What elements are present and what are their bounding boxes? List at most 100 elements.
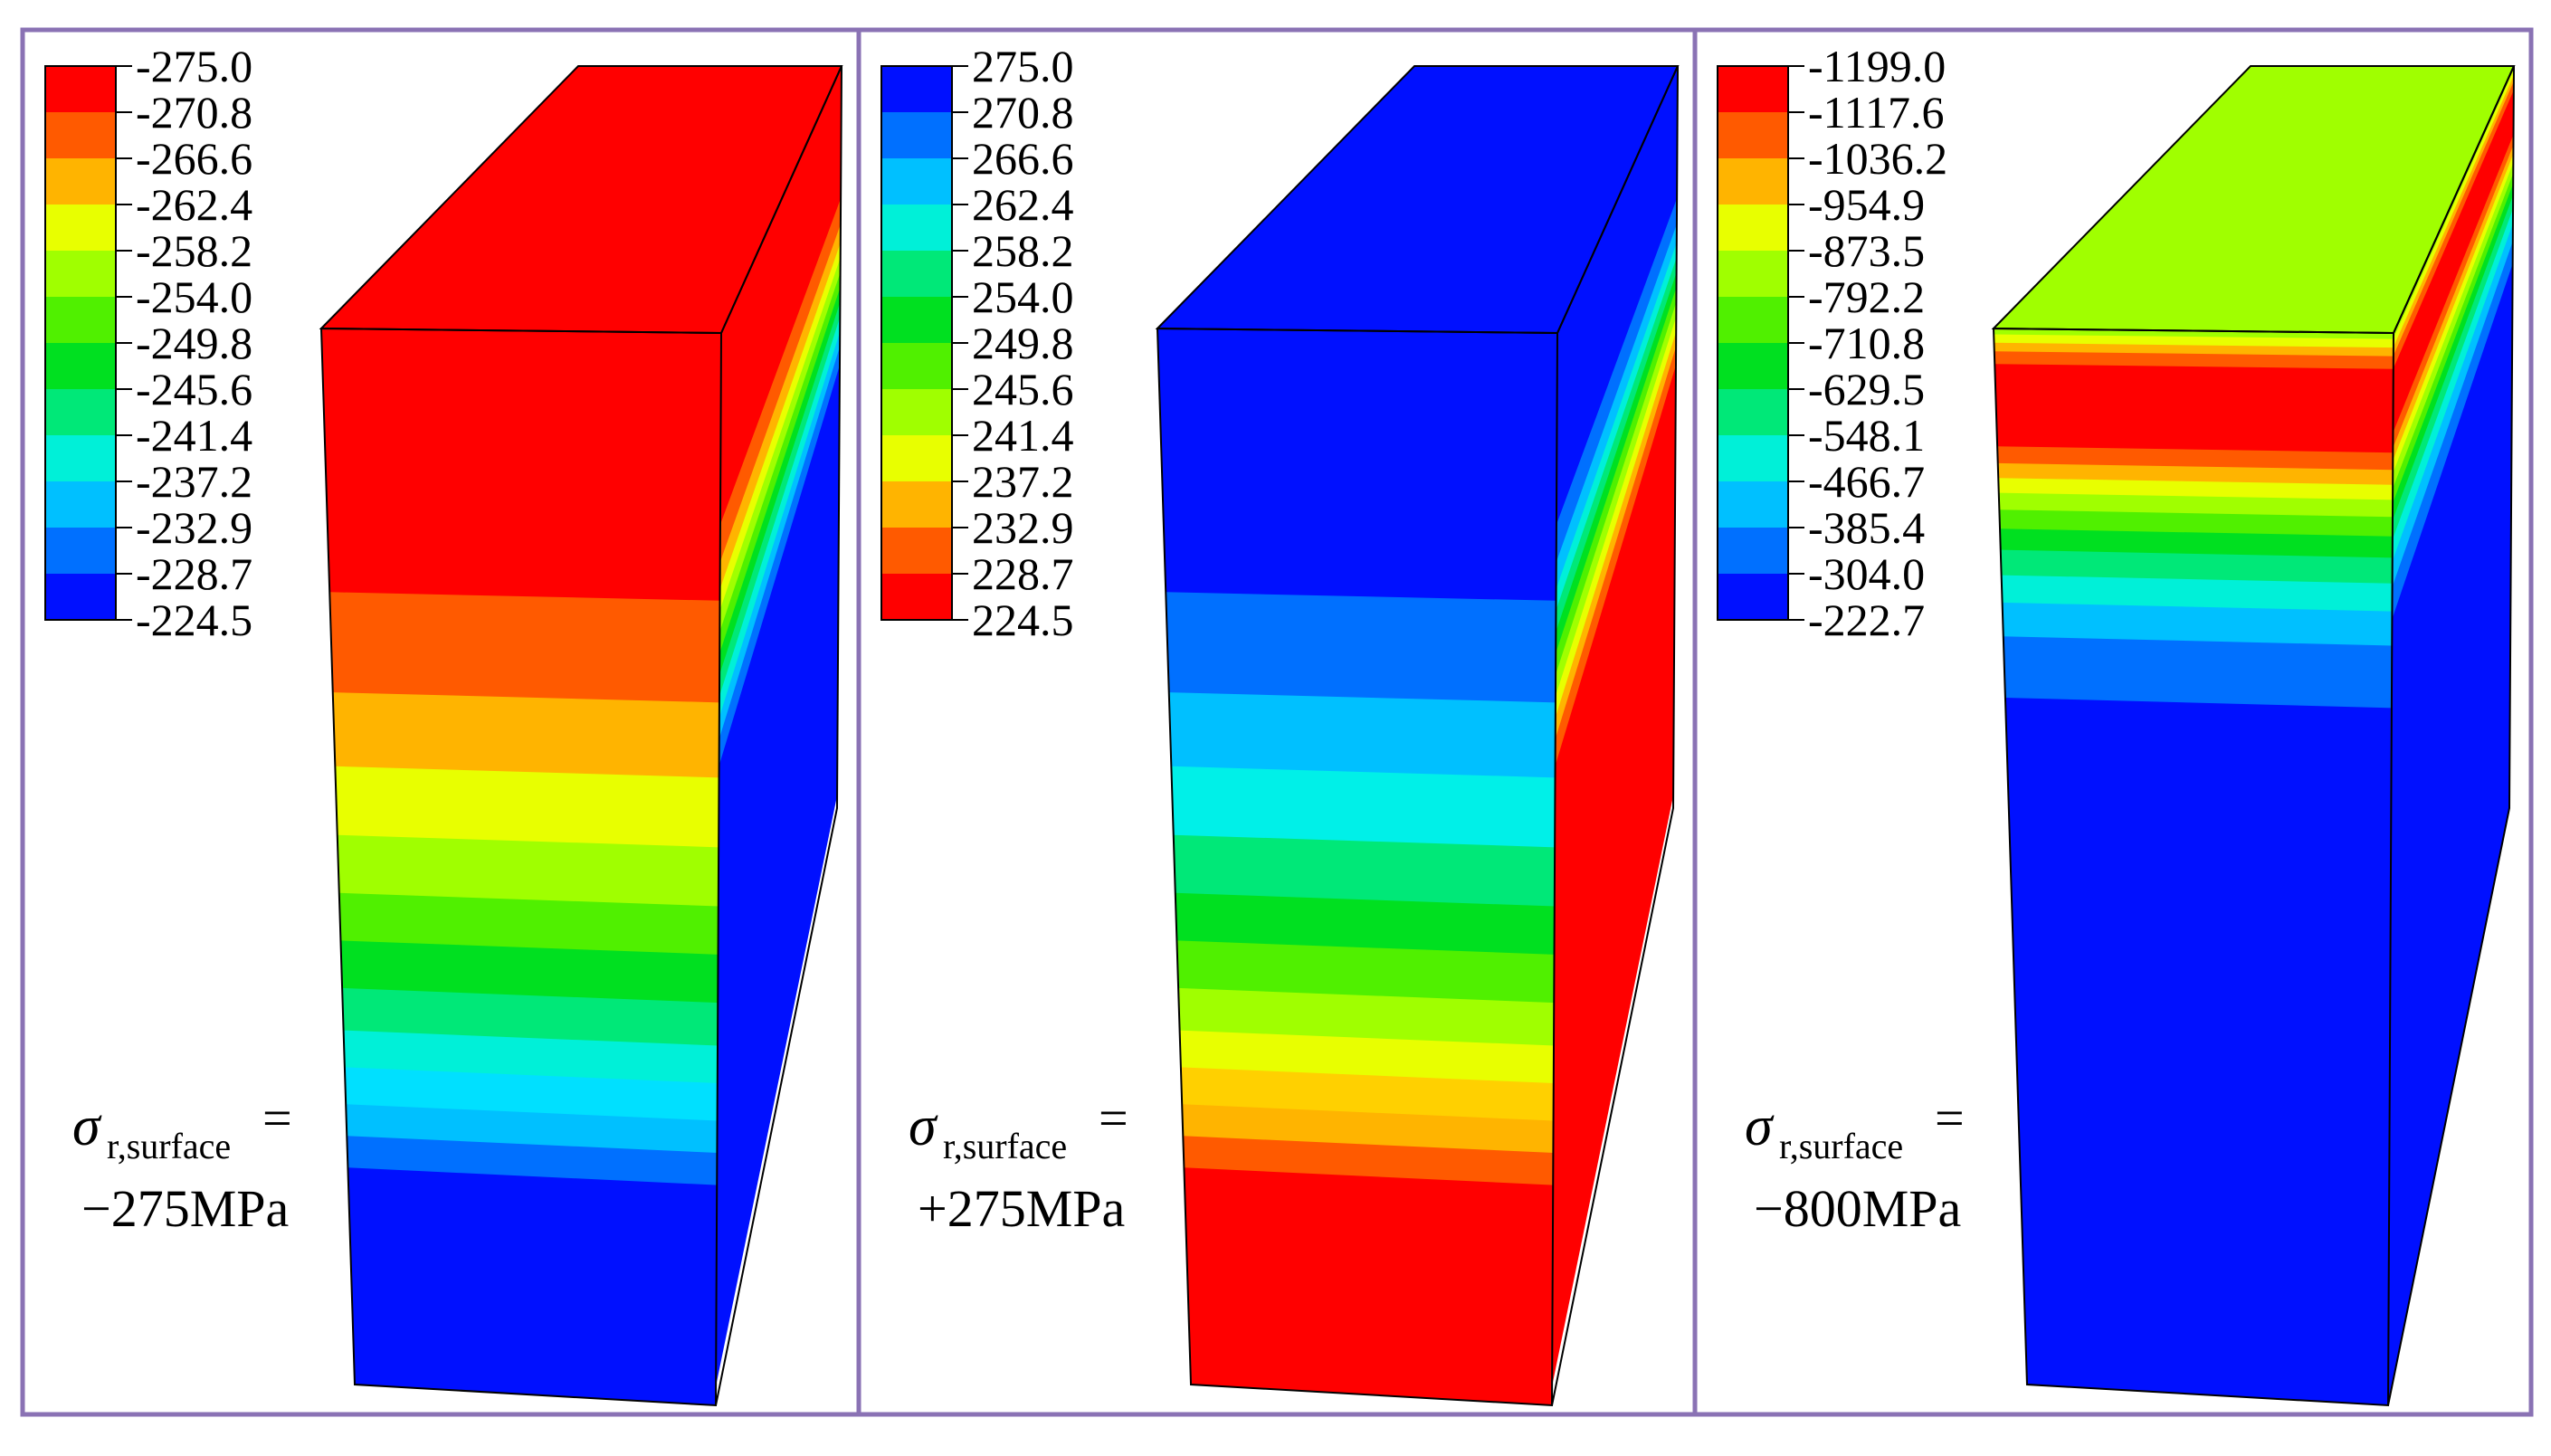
legend-swatch: [45, 112, 116, 158]
legend-swatch: [45, 528, 116, 574]
label-equals: =: [1099, 1089, 1128, 1147]
legend-swatch: [1718, 205, 1788, 251]
label-subscript: r,surface: [1779, 1126, 1903, 1166]
front-face-band: [334, 766, 720, 849]
legend-tick-label: -262.4: [136, 179, 252, 230]
sigma-symbol: σ: [1745, 1096, 1775, 1157]
legend-swatch: [881, 158, 952, 205]
legend-swatch: [45, 251, 116, 297]
legend-tick-label: -224.5: [136, 595, 252, 645]
legend-swatch: [45, 435, 116, 481]
label-value: −275MPa: [81, 1179, 289, 1238]
side-face-edge: [1551, 65, 1679, 1406]
legend-swatch: [1718, 297, 1788, 343]
panel-frame: [1692, 27, 2534, 1417]
legend-tick-label: -1036.2: [1808, 133, 1947, 184]
legend: -1199.0-1117.6-1036.2-954.9-873.5-792.2-…: [1717, 41, 1947, 645]
legend-tick-label: -266.6: [136, 133, 252, 184]
legend-swatch: [1718, 158, 1788, 205]
legend-swatch: [45, 343, 116, 389]
legend-swatch: [881, 251, 952, 297]
legend-tick-label: -228.7: [136, 548, 252, 599]
legend-tick-label: 266.6: [972, 133, 1074, 184]
legend-swatch: [881, 343, 952, 389]
legend-swatch: [881, 205, 952, 251]
legend-tick-label: -245.6: [136, 364, 252, 414]
legend-swatch: [881, 481, 952, 528]
front-face-band: [1994, 364, 2394, 454]
legend-swatch: [45, 66, 116, 112]
legend-swatch: [1718, 528, 1788, 574]
legend-swatch: [1718, 66, 1788, 112]
legend-tick-label: -270.8: [136, 87, 252, 138]
legend-swatch: [881, 389, 952, 435]
legend-swatch: [45, 481, 116, 528]
legend-tick-label: 241.4: [972, 410, 1074, 461]
panel-2: 275.0270.8266.6262.4258.2254.0249.8245.6…: [856, 27, 1698, 1417]
legend-tick-label: -304.0: [1808, 548, 1925, 599]
legend-swatch: [45, 389, 116, 435]
legend-tick-label: 232.9: [972, 502, 1074, 553]
legend-tick-label: -873.5: [1808, 225, 1925, 276]
legend-swatch: [45, 158, 116, 205]
front-face-band: [320, 328, 722, 602]
legend-tick-label: -385.4: [1808, 502, 1925, 553]
label-equals: =: [1935, 1089, 1965, 1147]
side-face-edge: [715, 65, 842, 1406]
legend-tick-label: 224.5: [972, 595, 1074, 645]
label-value: +275MPa: [918, 1179, 1125, 1238]
legend-tick-label: -1117.6: [1808, 87, 1944, 138]
front-face-band: [1157, 328, 1558, 602]
stress-block: [1991, 65, 2516, 1407]
legend-tick-label: 237.2: [972, 456, 1074, 507]
legend-swatch: [1718, 435, 1788, 481]
front-face-band: [1183, 1167, 1554, 1406]
legend-swatch: [881, 574, 952, 620]
front-face-band: [332, 692, 720, 779]
stress-block: [319, 65, 843, 1407]
front-face-band: [2004, 697, 2393, 1406]
legend-tick-label: 270.8: [972, 87, 1074, 138]
surface-stress-label: σ r,surface = −800MPa: [1745, 1089, 1965, 1238]
legend-tick-label: -249.8: [136, 318, 252, 368]
legend-tick-label: 249.8: [972, 318, 1074, 368]
front-face-band: [1170, 766, 1556, 849]
front-face-band: [1168, 692, 1556, 779]
legend-tick-label: -222.7: [1808, 595, 1925, 645]
legend-tick-label: -232.9: [136, 502, 252, 553]
legend-swatch: [881, 297, 952, 343]
legend-tick-label: -241.4: [136, 410, 252, 461]
stress-block: [1155, 65, 1680, 1407]
legend-swatch: [45, 574, 116, 620]
legend-swatch: [1718, 251, 1788, 297]
front-face-band: [347, 1167, 718, 1406]
legend-swatch: [45, 297, 116, 343]
legend-tick-label: 228.7: [972, 548, 1074, 599]
label-subscript: r,surface: [107, 1126, 231, 1166]
legend-swatch: [881, 528, 952, 574]
side-face-edge: [2387, 65, 2515, 1406]
legend-swatch: [881, 66, 952, 112]
panel-3: -1199.0-1117.6-1036.2-954.9-873.5-792.2-…: [1692, 27, 2534, 1417]
legend-tick-label: -254.0: [136, 271, 252, 322]
legend-swatch: [1718, 112, 1788, 158]
label-value: −800MPa: [1754, 1179, 1961, 1238]
legend-swatch: [1718, 389, 1788, 435]
legend-tick-label: -792.2: [1808, 271, 1925, 322]
surface-stress-label: σ r,surface = −275MPa: [72, 1089, 292, 1238]
label-equals: =: [262, 1089, 292, 1147]
legend-tick-label: -954.9: [1808, 179, 1925, 230]
legend-tick-label: -275.0: [136, 41, 252, 91]
legend-swatch: [1718, 343, 1788, 389]
legend: 275.0270.8266.6262.4258.2254.0249.8245.6…: [880, 41, 1074, 645]
legend-tick-label: 258.2: [972, 225, 1074, 276]
legend-swatch: [881, 112, 952, 158]
surface-stress-label: σ r,surface = +275MPa: [909, 1089, 1128, 1238]
legend-tick-label: 262.4: [972, 179, 1074, 230]
front-face-band: [1165, 592, 1557, 704]
legend-tick-label: -258.2: [136, 225, 252, 276]
sigma-symbol: σ: [72, 1096, 102, 1157]
legend-swatch: [881, 435, 952, 481]
